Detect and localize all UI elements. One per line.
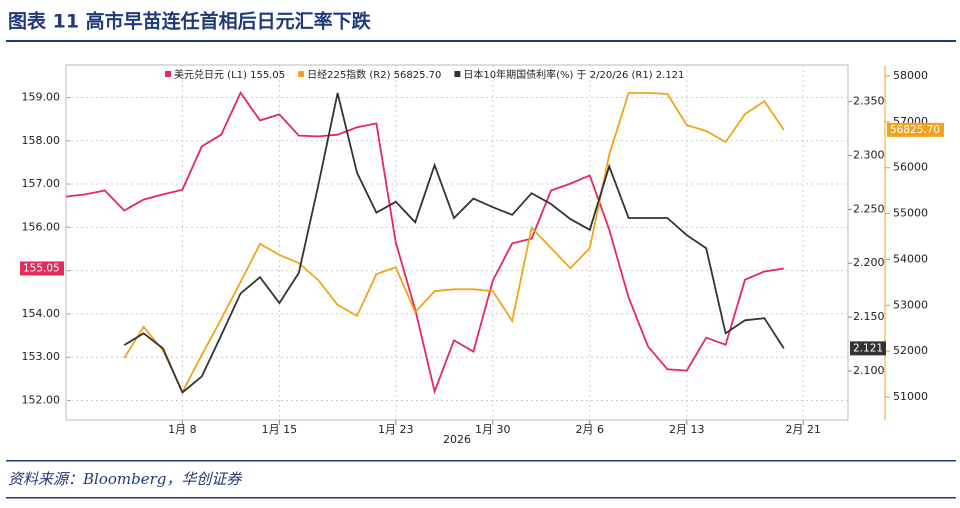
y-tick-label: 157.00 [22,177,61,190]
series-line [65,90,784,395]
x-tick-label: 1月 30 [475,423,511,436]
x-tick-label: 1月 23 [378,423,414,436]
x-tick-label: 2月 6 [576,423,605,436]
y3-tick-label: 58000 [893,69,928,82]
source: 资料来源：Bloomberg，华创证券 [8,470,242,488]
y3-tick-label: 52000 [893,344,928,357]
x-tick-label: 1月 8 [168,423,197,436]
chart-title: 图表 11 高市早苗连任首相后日元汇率下跌 [8,10,372,33]
y3-tick-label: 55000 [893,207,928,220]
legend-swatch [165,71,171,77]
legend-label: 日经225指数 (R2) 56825.70 [307,68,441,81]
y-tick-label: 154.00 [22,307,61,320]
y3-tick-label: 56000 [893,161,928,174]
legend-label: 日本10年期国债利率(%) 于 2/20/26 (R1) 2.121 [463,68,684,81]
y2-tick-label: 2.350 [853,95,885,108]
y-tick-label: 158.00 [22,134,61,147]
y2-tick-label: 2.100 [853,364,885,377]
series-line [123,92,785,394]
bottom-rule [6,497,956,499]
y3-tick-label: 54000 [893,252,928,265]
x-tick-label: 2月 13 [669,423,705,436]
year-label: 2026 [443,433,471,446]
y2-tick-label: 2.200 [853,256,885,269]
last-value-tag [887,122,944,137]
legend-label: 美元兑日元 (L1) 155.05 [174,68,285,81]
legend-swatch [454,71,461,77]
x-tick-label: 2月 21 [785,423,821,436]
y2-tick-label: 2.300 [853,149,885,162]
y-tick-label: 159.00 [22,90,61,103]
plot-frame [65,64,849,421]
last-value-label: 56825.70 [890,124,940,136]
source-rule [6,460,956,462]
last-value-tag [20,261,64,276]
y2-tick-label: 2.250 [853,202,885,215]
last-value-label: 2.121 [853,342,883,354]
y3-tick-label: 51000 [893,390,928,403]
series-line [123,92,785,395]
y-tick-label: 152.00 [22,394,61,407]
x-tick-label: 1月 15 [262,423,298,436]
legend-swatch [298,71,305,77]
title-rule [6,40,956,42]
last-value-label: 155.05 [23,262,60,274]
y-tick-label: 156.00 [22,220,61,233]
last-value-tag [850,341,886,356]
y3-tick-label: 53000 [893,298,928,311]
y-tick-label: 153.00 [22,350,61,363]
y2-tick-label: 2.150 [853,310,885,323]
